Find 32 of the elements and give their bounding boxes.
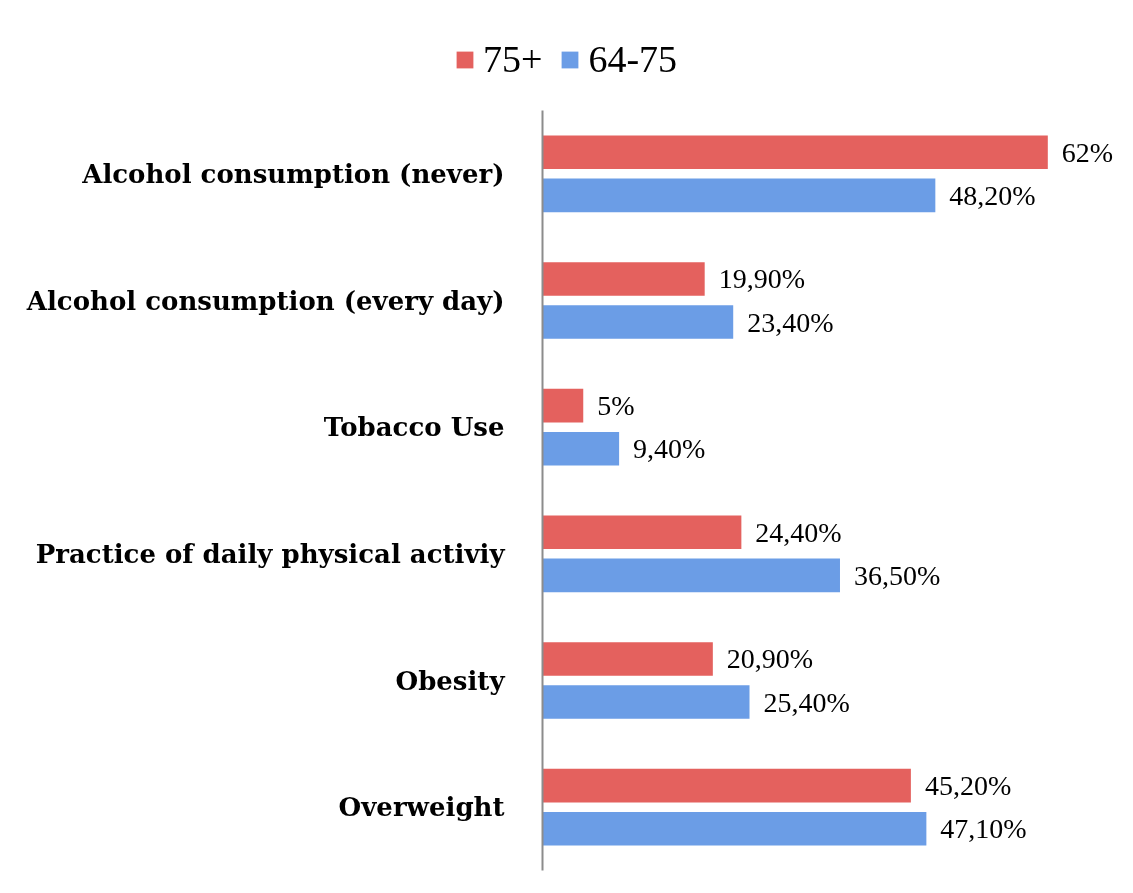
bar: [542, 642, 713, 676]
data-label: 48,20%: [949, 179, 1036, 211]
bar: [542, 388, 584, 423]
y-tick-label: Practice of daily physical activiy: [35, 538, 506, 569]
data-label: 25,40%: [763, 686, 850, 718]
data-label: 45,20%: [924, 770, 1012, 802]
bar: [542, 262, 705, 296]
data-label: 62%: [1061, 136, 1114, 168]
data-label: 36,50%: [853, 559, 941, 591]
data-label: 23,40%: [747, 306, 834, 338]
bar: [542, 178, 936, 213]
y-tick-label: Alcohol consumption (never): [81, 158, 505, 189]
bar: [542, 305, 734, 339]
data-label: 5%: [597, 390, 635, 422]
data-label: 47,10%: [940, 813, 1027, 845]
legend-label: 64-75: [588, 37, 678, 81]
data-label: 19,90%: [718, 263, 806, 295]
bar: [542, 515, 742, 550]
bar: [542, 768, 911, 803]
bar: [542, 135, 1048, 170]
data-label: 24,40%: [755, 516, 842, 548]
data-label: 20,90%: [726, 643, 814, 675]
y-tick-label: Obesity: [395, 665, 506, 696]
data-label: 9,40%: [633, 433, 706, 465]
legend-label: 75+: [483, 37, 543, 81]
bar: [542, 811, 927, 846]
bar: [542, 558, 840, 593]
y-tick-label: Tobacco Use: [323, 412, 505, 443]
bar: [542, 685, 750, 719]
bar: [542, 431, 620, 466]
y-tick-label: Overweight: [338, 792, 505, 823]
y-tick-label: Alcohol consumption (every day): [25, 285, 505, 316]
